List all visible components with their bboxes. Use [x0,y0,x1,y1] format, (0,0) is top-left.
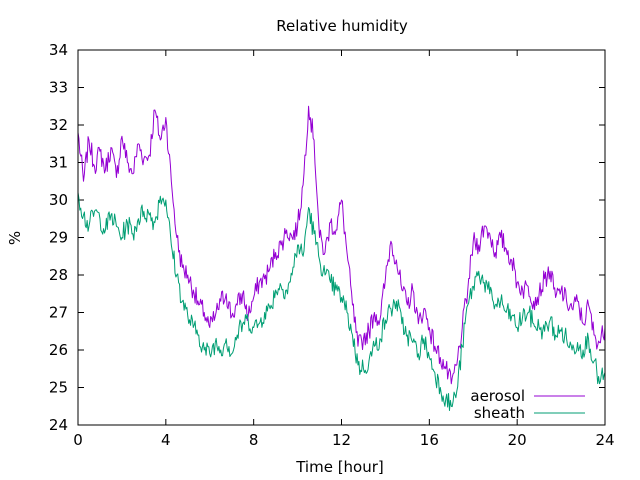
y-tick-label: 31 [49,154,68,172]
x-tick-label: 8 [249,431,259,449]
x-tick-label: 20 [508,431,527,449]
x-tick-label: 24 [595,431,614,449]
x-tick-label: 12 [332,431,351,449]
y-tick-label: 29 [49,229,68,247]
y-tick-label: 30 [49,191,68,209]
plot-frame [77,49,606,426]
x-axis-label: Time [hour] [295,458,384,476]
x-tick-label: 4 [161,431,171,449]
y-tick-label: 32 [49,116,68,134]
chart-title: Relative humidity [276,17,408,35]
series-line-aerosol [77,105,606,385]
y-tick-label: 33 [49,79,68,97]
y-tick-label: 25 [49,379,68,397]
series-line-sheath [77,192,606,412]
axis-ticks: 0 4 8 12 16 20 24 24 25 26 27 28 29 30 31 32 33 34 [49,41,615,449]
x-tick-label: 0 [73,431,83,449]
y-tick-label: 27 [49,304,68,322]
y-tick-label: 26 [49,341,68,359]
data-series [77,105,606,412]
y-tick-label: 28 [49,266,68,284]
x-tick-label: 16 [420,431,439,449]
legend-label-sheath: sheath [474,404,525,422]
legend-label-aerosol: aerosol [470,387,525,405]
y-axis-label: % [6,231,24,245]
y-tick-label: 24 [49,416,68,434]
y-tick-label: 34 [49,41,68,59]
